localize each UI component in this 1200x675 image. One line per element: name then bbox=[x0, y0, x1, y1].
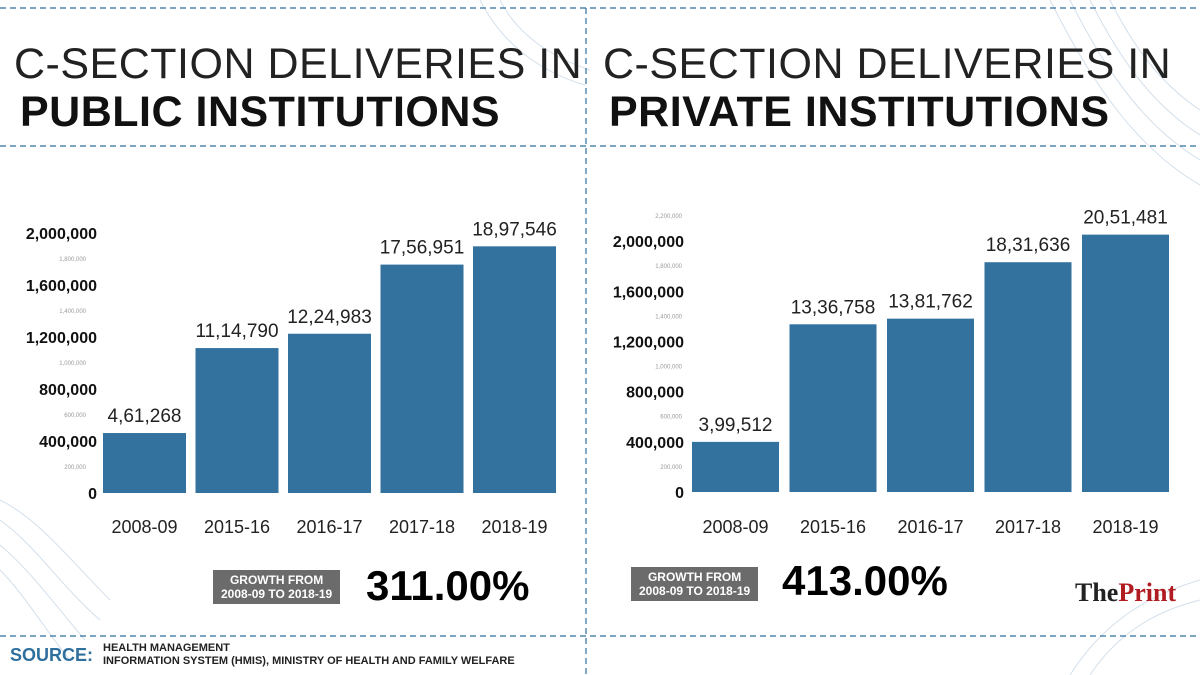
data-label: 3,99,512 bbox=[699, 415, 773, 436]
brand-logo: ThePrint bbox=[1075, 578, 1176, 608]
data-label: 12,24,983 bbox=[287, 307, 372, 328]
y-tick-label: 1,600,000 bbox=[26, 278, 97, 295]
y-minor-tick-label: 1,000,000 bbox=[59, 361, 86, 367]
data-label: 20,51,481 bbox=[1083, 208, 1168, 229]
x-tick-label: 2018-19 bbox=[481, 517, 547, 537]
y-tick-label: 800,000 bbox=[39, 382, 97, 399]
data-label: 18,97,546 bbox=[472, 219, 557, 240]
x-tick-label: 2017-18 bbox=[389, 517, 455, 537]
data-label: 11,14,790 bbox=[195, 321, 278, 342]
x-tick-label: 2008-09 bbox=[702, 517, 768, 537]
data-label: 4,61,268 bbox=[108, 406, 182, 427]
right-title-line2: PRIVATE INSTITUTIONS bbox=[609, 88, 1110, 136]
y-tick-label: 0 bbox=[88, 486, 97, 503]
bar-2018-19 bbox=[1082, 234, 1169, 492]
x-tick-label: 2016-17 bbox=[897, 517, 963, 537]
x-tick-label: 2016-17 bbox=[296, 517, 362, 537]
right-growth-label-line1: GROWTH FROM bbox=[647, 570, 742, 584]
right-growth-value: 413.00% bbox=[782, 557, 948, 604]
data-label: 13,36,758 bbox=[791, 297, 876, 318]
brand-part2: Print bbox=[1118, 578, 1177, 607]
left-growth-label-line1: GROWTH FROM bbox=[229, 573, 324, 587]
y-tick-label: 1,600,000 bbox=[613, 284, 684, 301]
y-tick-label: 1,200,000 bbox=[26, 330, 97, 347]
x-tick-label: 2008-09 bbox=[111, 517, 177, 537]
left-growth-value: 311.00% bbox=[366, 562, 530, 609]
data-label: 18,31,636 bbox=[986, 235, 1071, 256]
bar-2016-17 bbox=[887, 318, 974, 492]
bar-2017-18 bbox=[380, 264, 464, 493]
y-minor-tick-label: 600,000 bbox=[64, 413, 86, 419]
x-tick-label: 2015-16 bbox=[204, 517, 270, 537]
bar-2008-09 bbox=[103, 433, 186, 493]
y-tick-label: 2,000,000 bbox=[613, 234, 684, 251]
y-minor-tick-label: 1,800,000 bbox=[655, 264, 682, 270]
y-minor-tick-label: 1,000,000 bbox=[655, 365, 682, 371]
x-tick-label: 2017-18 bbox=[995, 517, 1061, 537]
y-tick-label: 1,200,000 bbox=[613, 334, 684, 351]
right-growth-label-line2: 2008-09 TO 2018-19 bbox=[639, 584, 751, 598]
left-title-line1: C-SECTION DELIVERIES IN bbox=[14, 40, 583, 88]
source-text: HEALTH MANAGEMENT INFORMATION SYSTEM (HM… bbox=[103, 642, 515, 668]
x-tick-label: 2018-19 bbox=[1092, 517, 1158, 537]
data-label: 17,56,951 bbox=[380, 238, 465, 259]
bar-2016-17 bbox=[288, 333, 371, 493]
y-tick-label: 400,000 bbox=[39, 434, 97, 451]
bar-2018-19 bbox=[473, 246, 556, 493]
bar-2015-16 bbox=[195, 348, 279, 493]
y-tick-label: 0 bbox=[675, 485, 684, 502]
y-minor-tick-label: 1,400,000 bbox=[59, 309, 86, 315]
source-line1: HEALTH MANAGEMENT bbox=[103, 642, 230, 654]
y-minor-tick-label: 2,200,000 bbox=[655, 214, 682, 220]
y-tick-label: 2,000,000 bbox=[26, 226, 97, 243]
left-growth-badge: GROWTH FROM 2008-09 TO 2018-19 bbox=[213, 570, 341, 604]
source-key: SOURCE: bbox=[10, 645, 94, 665]
brand-part1: The bbox=[1075, 578, 1119, 607]
right-growth-badge: GROWTH FROM 2008-09 TO 2018-19 bbox=[631, 567, 759, 601]
data-label: 13,81,762 bbox=[888, 292, 973, 313]
y-minor-tick-label: 200,000 bbox=[660, 465, 682, 471]
bar-2017-18 bbox=[984, 262, 1072, 492]
y-tick-label: 800,000 bbox=[626, 385, 684, 402]
y-minor-tick-label: 200,000 bbox=[64, 465, 86, 471]
y-minor-tick-label: 1,800,000 bbox=[59, 257, 86, 263]
right-title-line1: C-SECTION DELIVERIES IN bbox=[603, 40, 1172, 88]
y-minor-tick-label: 1,400,000 bbox=[655, 314, 682, 320]
x-tick-label: 2015-16 bbox=[800, 517, 866, 537]
left-title-line2: PUBLIC INSTITUTIONS bbox=[20, 88, 501, 136]
left-growth-label-line2: 2008-09 TO 2018-19 bbox=[221, 587, 333, 601]
bar-2015-16 bbox=[789, 324, 877, 492]
y-minor-tick-label: 600,000 bbox=[660, 415, 682, 421]
y-tick-label: 400,000 bbox=[626, 435, 684, 452]
source-line2: INFORMATION SYSTEM (HMIS), MINISTRY OF H… bbox=[103, 655, 515, 667]
bar-2008-09 bbox=[692, 441, 779, 492]
